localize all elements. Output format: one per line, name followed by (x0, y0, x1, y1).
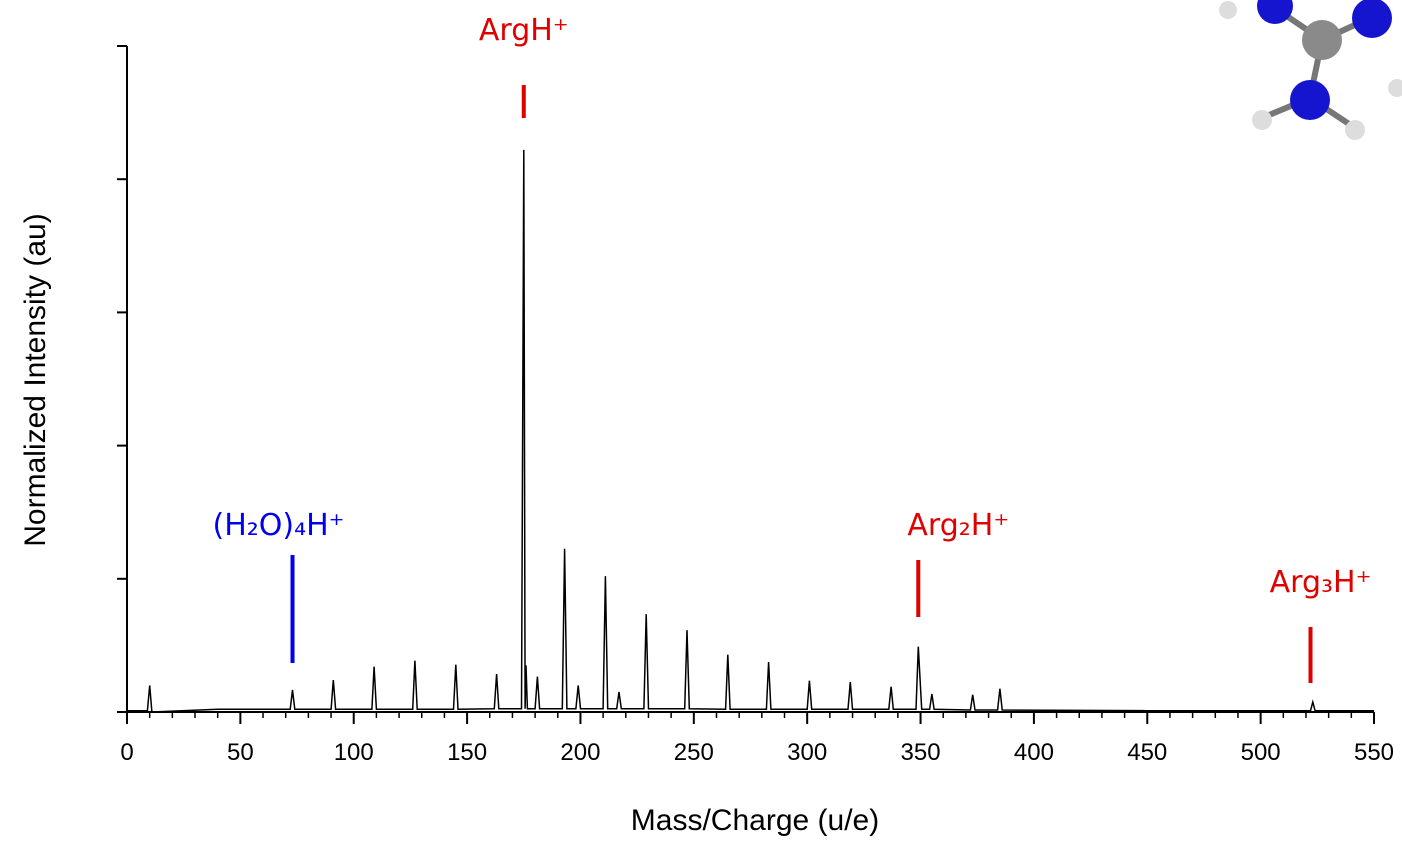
x-tick-label: 450 (1127, 739, 1167, 766)
x-tick-label: 150 (447, 739, 487, 766)
x-tick-label: 300 (787, 739, 827, 766)
x-tick-label: 400 (1014, 739, 1054, 766)
x-tick-label: 250 (674, 739, 714, 766)
annotation-label: Arg₂H⁺ (907, 508, 1009, 543)
x-tick-label: 350 (901, 739, 941, 766)
x-tick-label: 500 (1241, 739, 1281, 766)
annotation-label: Arg₃H⁺ (1270, 565, 1372, 600)
x-tick-label: 550 (1354, 739, 1394, 766)
x-tick-label: 100 (334, 739, 374, 766)
x-tick-label: 50 (227, 739, 254, 766)
annotation-label: (H₂O)₄H⁺ (212, 508, 344, 543)
x-axis-label: Mass/Charge (u/e) (631, 804, 879, 837)
x-tick-label: 0 (120, 739, 133, 766)
annotation-label: ArgH⁺ (479, 13, 569, 48)
x-tick-label: 200 (560, 739, 600, 766)
y-axis-label: Normalized Intensity (au) (19, 213, 52, 546)
spectrum-line (127, 149, 1374, 713)
molecule-image (1219, 0, 1402, 140)
